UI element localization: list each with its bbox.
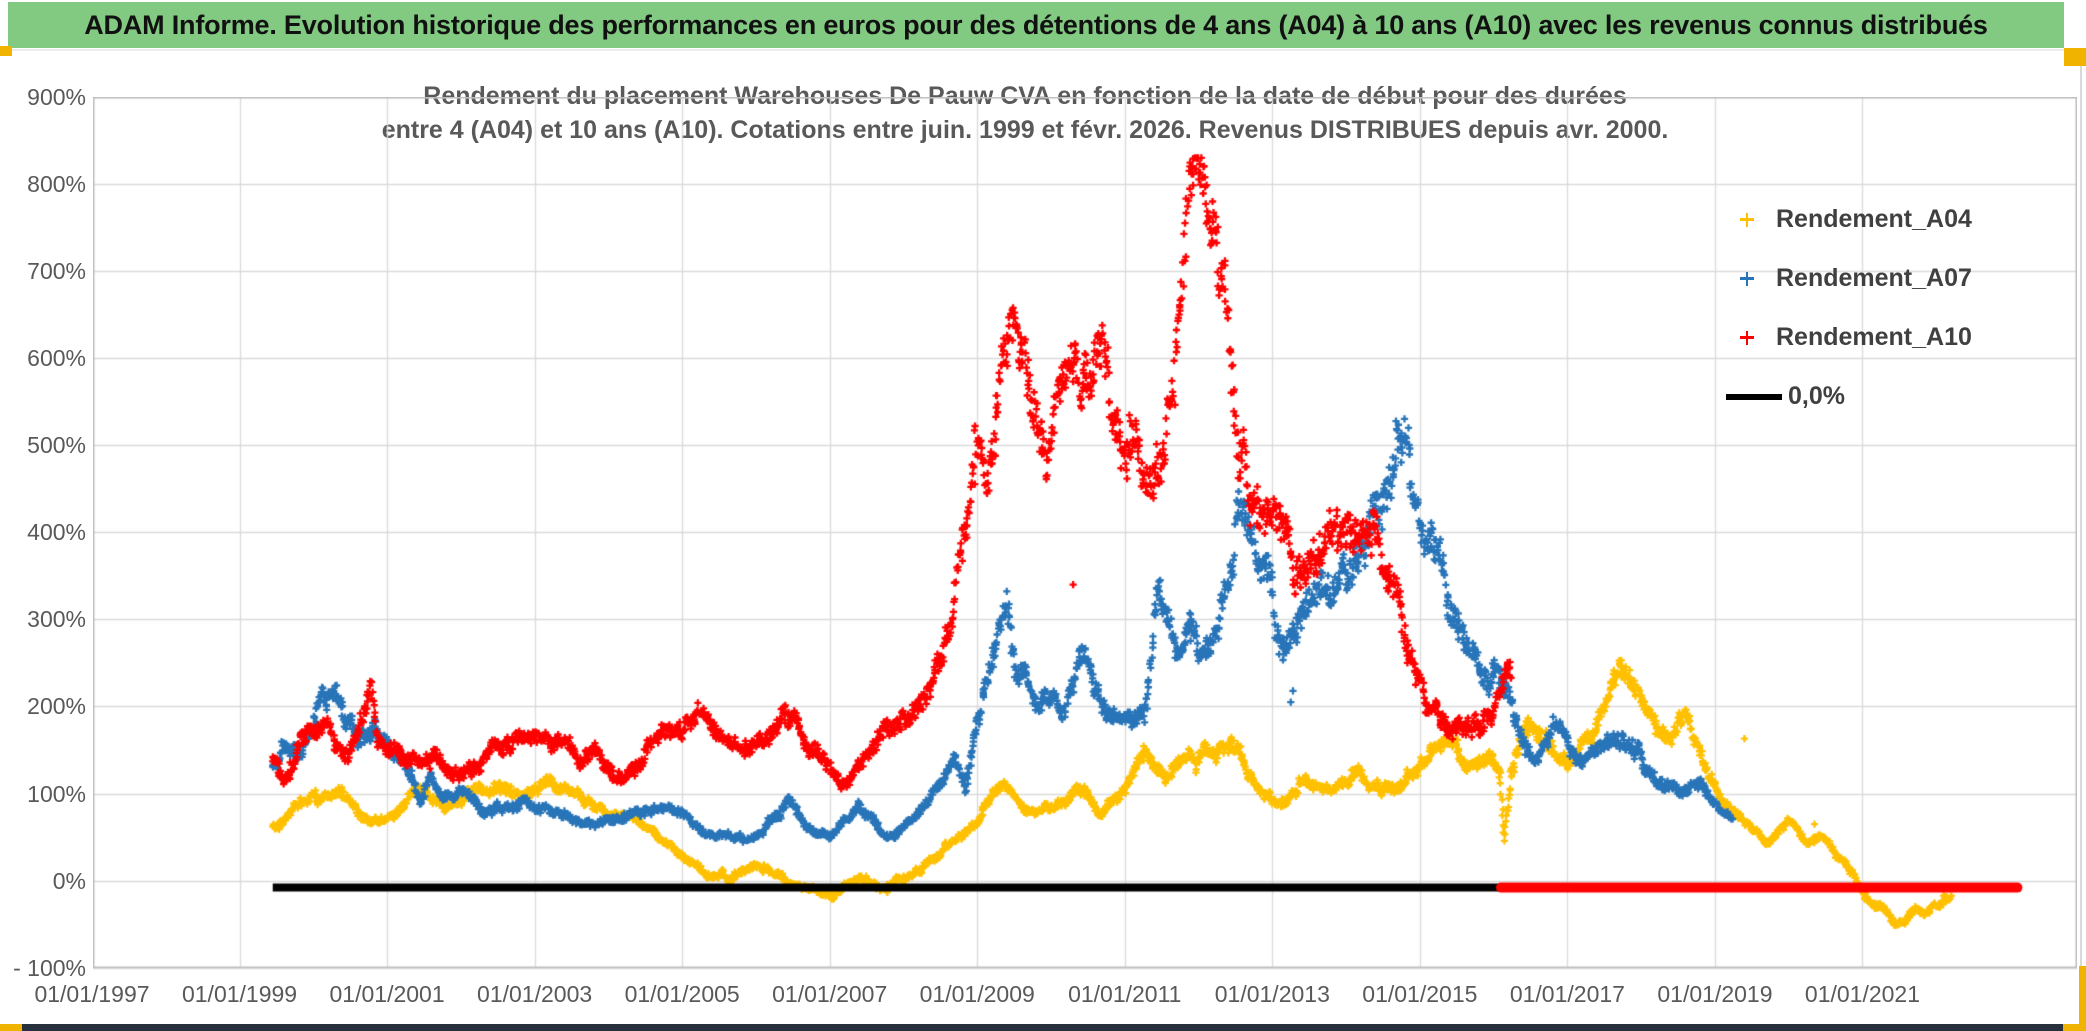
legend-plus-icon (1740, 212, 1754, 227)
report-title-bar: ADAM Informe. Evolution historique des p… (8, 2, 2064, 48)
legend-label: Rendement_A07 (1776, 264, 1972, 292)
corner-accent-right-edge (2079, 966, 2086, 1031)
legend-item-rendement-a10: Rendement_A10 (1740, 308, 1972, 367)
y-axis-label: 500% (27, 432, 86, 459)
y-axis-label: 100% (27, 780, 86, 807)
bottom-border-strip (22, 1024, 2063, 1031)
x-axis-label: 01/01/2001 (329, 981, 445, 1007)
legend-label: Rendement_A04 (1776, 205, 1972, 233)
x-axis-label: 01/01/2003 (477, 981, 593, 1007)
x-axis-label: 01/01/2011 (1068, 981, 1182, 1007)
chart-plot-canvas (93, 97, 2077, 971)
x-axis-label: 01/01/2021 (1804, 981, 1921, 1007)
legend-plus-icon (1740, 271, 1754, 286)
y-axis-label: 400% (27, 519, 86, 546)
corner-accent-bottom-left (0, 1024, 22, 1031)
legend-label: Rendement_A10 (1776, 323, 1972, 351)
x-axis-label: 01/01/2015 (1362, 981, 1478, 1007)
x-axis-label: 01/01/2009 (919, 981, 1035, 1007)
y-axis-label: 600% (27, 345, 86, 372)
x-axis-label: 01/01/2017 (1509, 981, 1625, 1007)
legend-item-rendement-a07: Rendement_A07 (1740, 249, 1972, 308)
y-axis-label: 300% (27, 606, 86, 633)
chart-legend: Rendement_A04 Rendement_A07 Rendement_A10 0… (1726, 190, 1972, 426)
x-axis-label: 01/01/1999 (181, 981, 298, 1007)
corner-accent-top-right (2064, 48, 2086, 66)
legend-item-rendement-a04: Rendement_A04 (1740, 190, 1972, 249)
x-axis-label: 01/01/1997 (34, 981, 150, 1007)
y-axis-label: 800% (27, 171, 86, 198)
y-axis-label: 0% (52, 867, 86, 894)
legend-plus-icon (1740, 330, 1754, 345)
legend-item-0-0-: 0,0% (1726, 367, 1972, 426)
corner-accent-top-left (0, 46, 12, 56)
x-axis-label: 01/01/2007 (772, 981, 888, 1007)
y-axis-label: 900% (27, 84, 86, 110)
report-title: ADAM Informe. Evolution historique des p… (84, 9, 1988, 40)
x-axis-label: 01/01/2013 (1214, 981, 1330, 1007)
right-border-line (2080, 66, 2082, 966)
y-axis-label: 700% (27, 258, 86, 285)
legend-label: 0,0% (1788, 382, 1845, 410)
legend-line-icon (1726, 393, 1782, 400)
y-axis-label: - 100% (13, 954, 86, 981)
title-bar-divider (0, 49, 2064, 51)
x-axis-label: 01/01/2005 (624, 981, 740, 1007)
x-axis-label: 01/01/2019 (1657, 981, 1773, 1007)
corner-accent-bottom-right (2063, 1024, 2086, 1031)
y-axis-label: 200% (27, 693, 86, 720)
